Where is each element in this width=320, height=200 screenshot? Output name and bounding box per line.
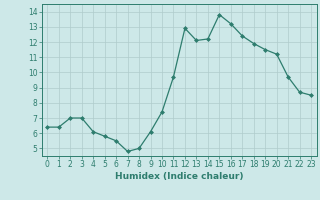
- X-axis label: Humidex (Indice chaleur): Humidex (Indice chaleur): [115, 172, 244, 181]
